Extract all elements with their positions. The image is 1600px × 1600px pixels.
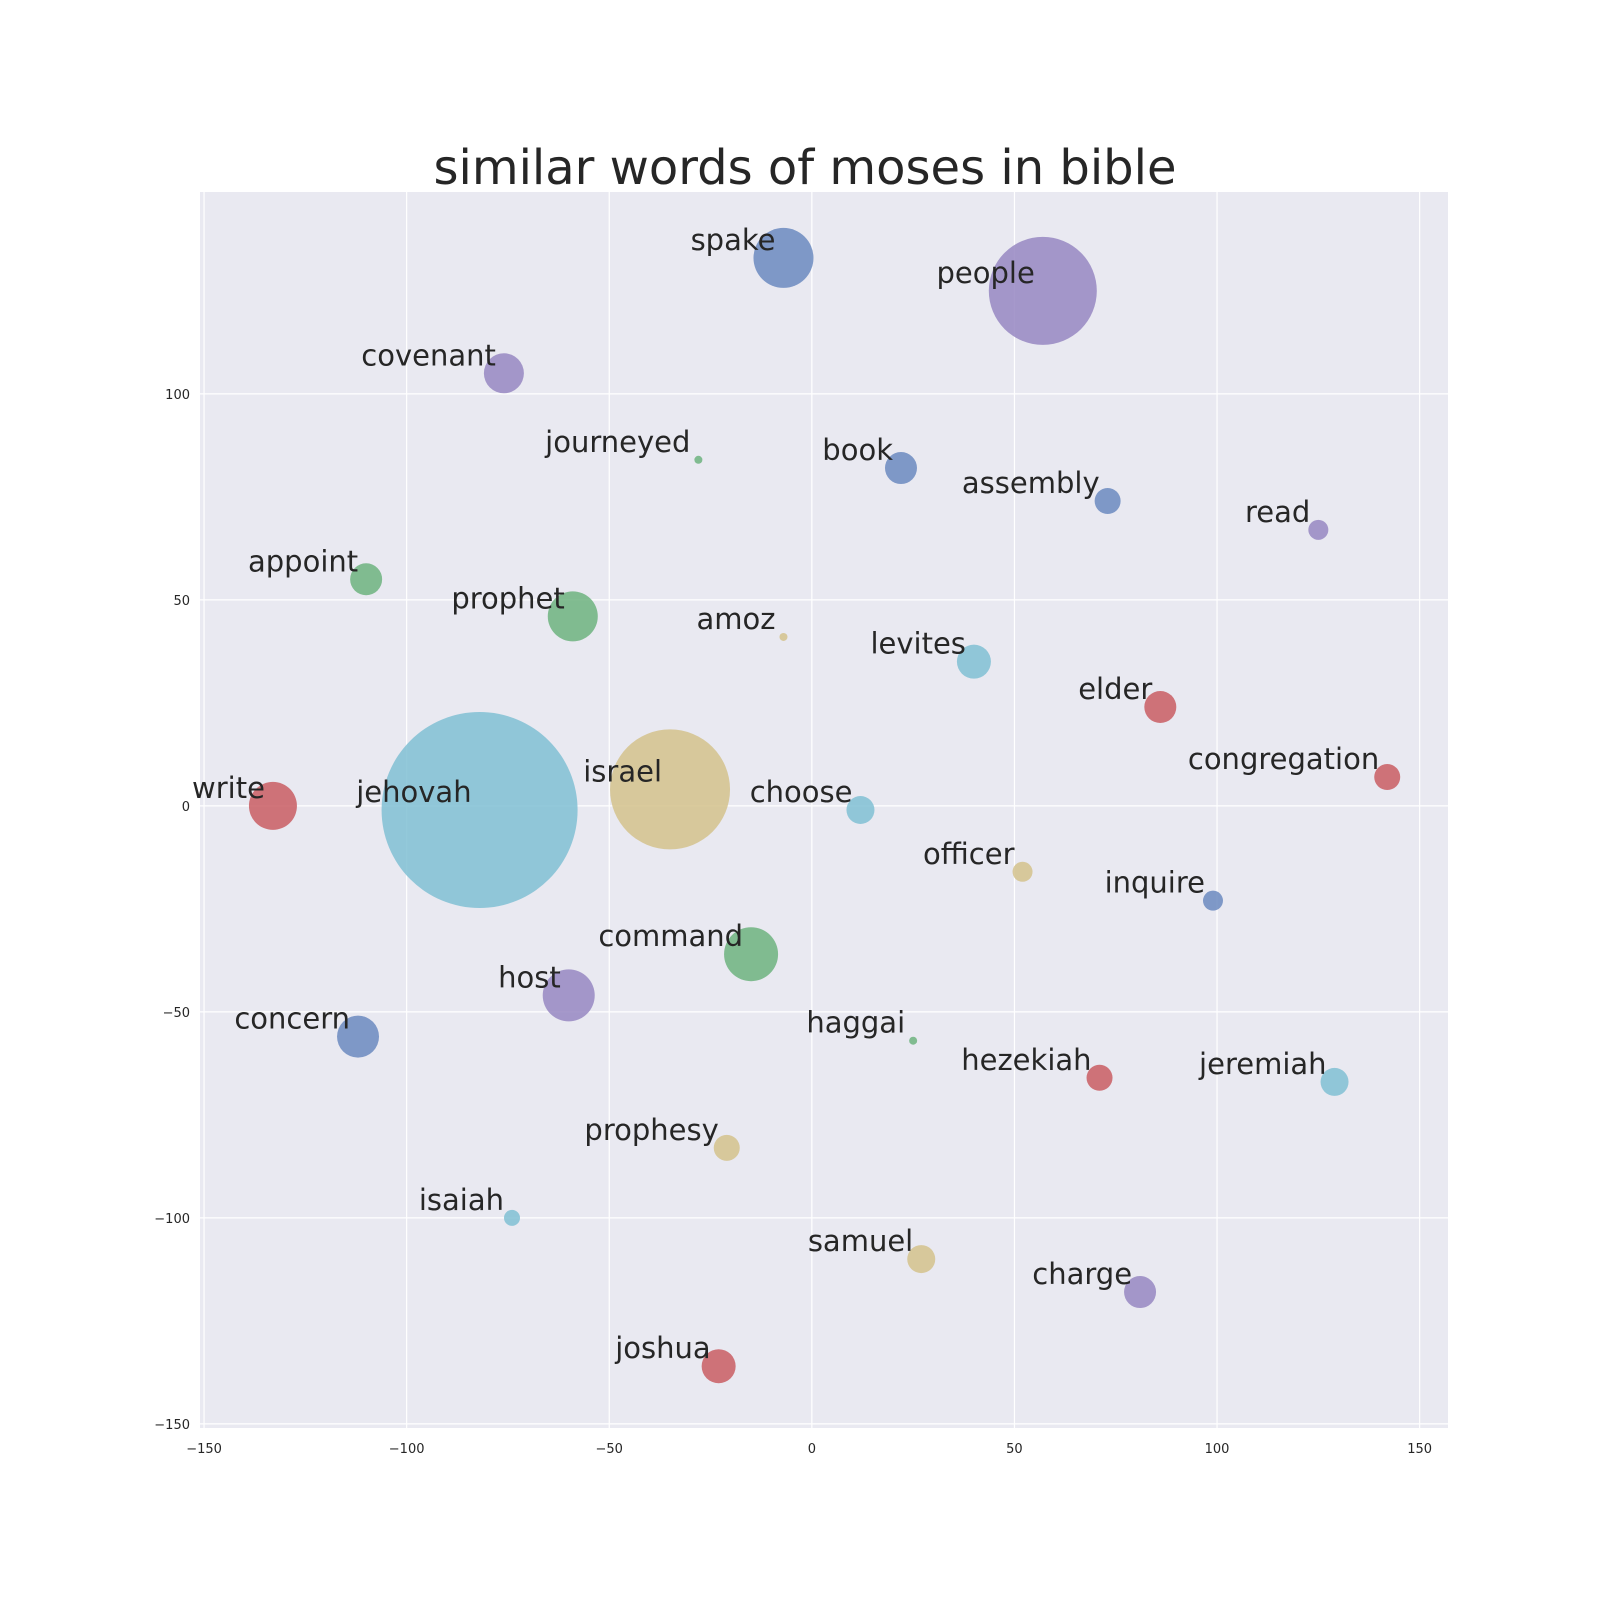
label-choose: choose xyxy=(750,775,853,809)
bubble-haggai xyxy=(909,1036,918,1045)
label-joshua: joshua xyxy=(614,1331,710,1365)
label-concern: concern xyxy=(234,1002,350,1036)
bubble-elder xyxy=(1144,691,1177,723)
y-tick-label: 0 xyxy=(182,800,190,815)
bubble-journeyed xyxy=(694,455,703,464)
label-officer: officer xyxy=(923,837,1015,871)
bubble-prophesy xyxy=(713,1134,740,1161)
label-read: read xyxy=(1245,495,1310,529)
label-book: book xyxy=(822,433,893,467)
axis-ticks: −150 −100 −50 0 50 100 150 100 50 0 −50 −100 −150 xyxy=(154,388,1432,1457)
label-jehovah: jehovah xyxy=(355,775,471,809)
y-tick-label: 50 xyxy=(173,594,190,609)
label-hezekiah: hezekiah xyxy=(961,1043,1091,1077)
bubble-jeremiah xyxy=(1320,1067,1349,1096)
bubble-inquire xyxy=(1202,890,1223,911)
bubble-host xyxy=(542,969,595,1022)
bubble-write xyxy=(248,781,297,830)
label-israel: israel xyxy=(583,754,662,788)
label-command: command xyxy=(598,919,743,953)
bubble-read xyxy=(1308,519,1329,540)
bubble-officer xyxy=(1012,861,1033,882)
bubble-spake xyxy=(753,227,814,288)
label-people: people xyxy=(936,256,1034,290)
y-tick-label: −100 xyxy=(154,1212,190,1227)
x-tick-label: 150 xyxy=(1407,1442,1432,1457)
bubble-people xyxy=(988,236,1097,345)
y-tick-label: 100 xyxy=(165,388,190,403)
bubble-congregation xyxy=(1374,764,1401,791)
label-samuel: samuel xyxy=(808,1224,913,1258)
label-host: host xyxy=(498,960,561,994)
y-tick-label: −150 xyxy=(154,1418,190,1433)
bubble-hezekiah xyxy=(1086,1064,1113,1091)
chart-title: similar words of moses in bible xyxy=(433,140,1176,196)
bubble-concern xyxy=(337,1015,380,1058)
label-charge: charge xyxy=(1032,1257,1132,1291)
x-tick-label: −100 xyxy=(389,1442,425,1457)
bubble-appoint xyxy=(350,563,383,596)
bubble-levites xyxy=(956,644,991,679)
label-inquire: inquire xyxy=(1105,866,1205,900)
y-tick-label: −50 xyxy=(163,1006,190,1021)
bubble-joshua xyxy=(701,1349,736,1384)
label-appoint: appoint xyxy=(248,544,358,578)
x-tick-label: 100 xyxy=(1205,1442,1230,1457)
label-congregation: congregation xyxy=(1188,742,1379,776)
label-spake: spake xyxy=(691,223,776,257)
bubble-assembly xyxy=(1094,488,1121,514)
bubble-israel xyxy=(610,729,731,850)
bubble-amoz xyxy=(779,632,788,641)
x-tick-label: 0 xyxy=(808,1442,816,1457)
label-assembly: assembly xyxy=(962,466,1100,500)
label-write: write xyxy=(192,771,265,805)
label-levites: levites xyxy=(870,627,965,661)
label-prophet: prophet xyxy=(451,581,564,615)
bubble-choose xyxy=(846,796,875,824)
label-covenant: covenant xyxy=(361,338,496,372)
label-jeremiah: jeremiah xyxy=(1198,1047,1326,1081)
bubbles xyxy=(248,227,1401,1384)
x-tick-label: −50 xyxy=(596,1442,623,1457)
bubble-labels: spake people covenant journeyed book assembly… xyxy=(192,223,1379,1365)
bubble-samuel xyxy=(907,1245,936,1274)
bubble-jehovah xyxy=(381,712,578,908)
label-elder: elder xyxy=(1078,672,1152,706)
label-journeyed: journeyed xyxy=(544,425,690,459)
bubble-book xyxy=(884,452,917,485)
bubble-isaiah xyxy=(504,1209,520,1226)
x-tick-label: −150 xyxy=(186,1442,222,1457)
bubble-charge xyxy=(1124,1276,1157,1309)
bubble-prophet xyxy=(547,591,598,642)
label-prophesy: prophesy xyxy=(584,1113,718,1147)
bubble-covenant xyxy=(483,353,524,394)
label-isaiah: isaiah xyxy=(419,1183,504,1217)
label-amoz: amoz xyxy=(696,602,775,636)
bubble-command xyxy=(724,927,779,982)
label-haggai: haggai xyxy=(806,1006,905,1040)
x-tick-label: 50 xyxy=(1006,1442,1023,1457)
